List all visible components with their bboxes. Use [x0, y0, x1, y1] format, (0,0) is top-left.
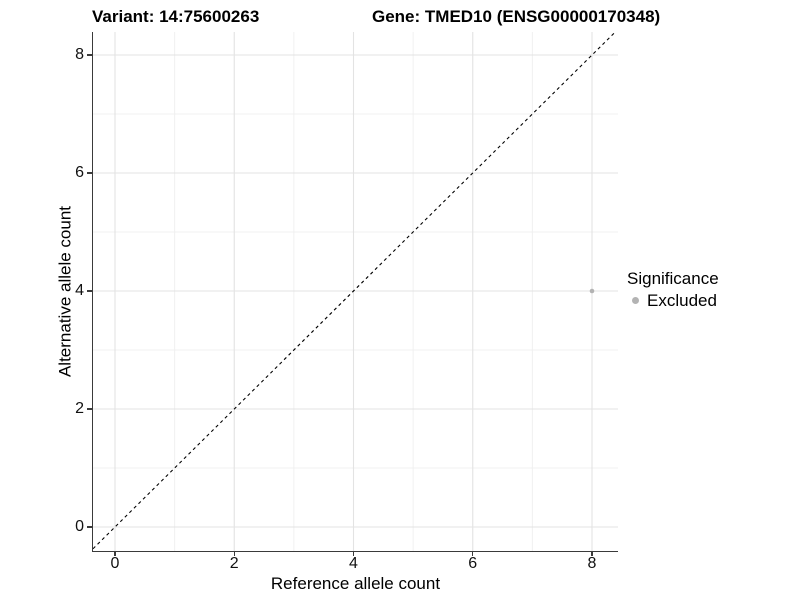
- y-tick-label: 8: [75, 46, 84, 63]
- legend-title: Significance: [627, 269, 719, 288]
- x-tick-label: 4: [349, 555, 358, 572]
- x-tick-label: 2: [229, 555, 239, 572]
- x-axis-title: Reference allele count: [270, 574, 441, 593]
- x-tick-mark: [472, 551, 474, 556]
- x-tick-label: 6: [468, 555, 478, 572]
- plot-panel: [93, 32, 618, 551]
- legend-item-label: Excluded: [647, 291, 717, 310]
- plot-panel-canvas: [93, 32, 618, 551]
- y-tick-label: 6: [75, 164, 84, 181]
- plot-title-variant: Variant: 14:75600263: [92, 7, 260, 26]
- identity-line: [93, 32, 616, 550]
- x-axis-line: [91, 551, 618, 553]
- y-axis-line: [91, 32, 93, 553]
- x-tick-mark: [352, 551, 355, 556]
- y-tick-mark: [87, 290, 93, 292]
- legend: Significance Excluded: [627, 268, 719, 310]
- plot-title-gene: Gene: TMED10 (ENSG00000170348): [372, 7, 661, 26]
- x-tick-label: 8: [587, 555, 597, 572]
- data-point: [589, 288, 595, 294]
- x-tick-mark: [114, 551, 116, 556]
- y-tick-mark: [87, 54, 93, 56]
- x-tick-label: 0: [110, 555, 120, 572]
- legend-item-excluded: Excluded: [627, 291, 719, 310]
- legend-point-icon: [632, 297, 639, 304]
- y-tick-label: 0: [75, 518, 84, 535]
- y-tick-label: 4: [75, 282, 84, 299]
- x-tick-mark: [233, 551, 235, 556]
- y-tick-mark: [87, 408, 93, 410]
- y-tick-mark: [87, 172, 93, 174]
- y-tick-mark: [87, 526, 93, 528]
- y-tick-label: 2: [75, 400, 84, 417]
- x-tick-mark: [591, 551, 593, 556]
